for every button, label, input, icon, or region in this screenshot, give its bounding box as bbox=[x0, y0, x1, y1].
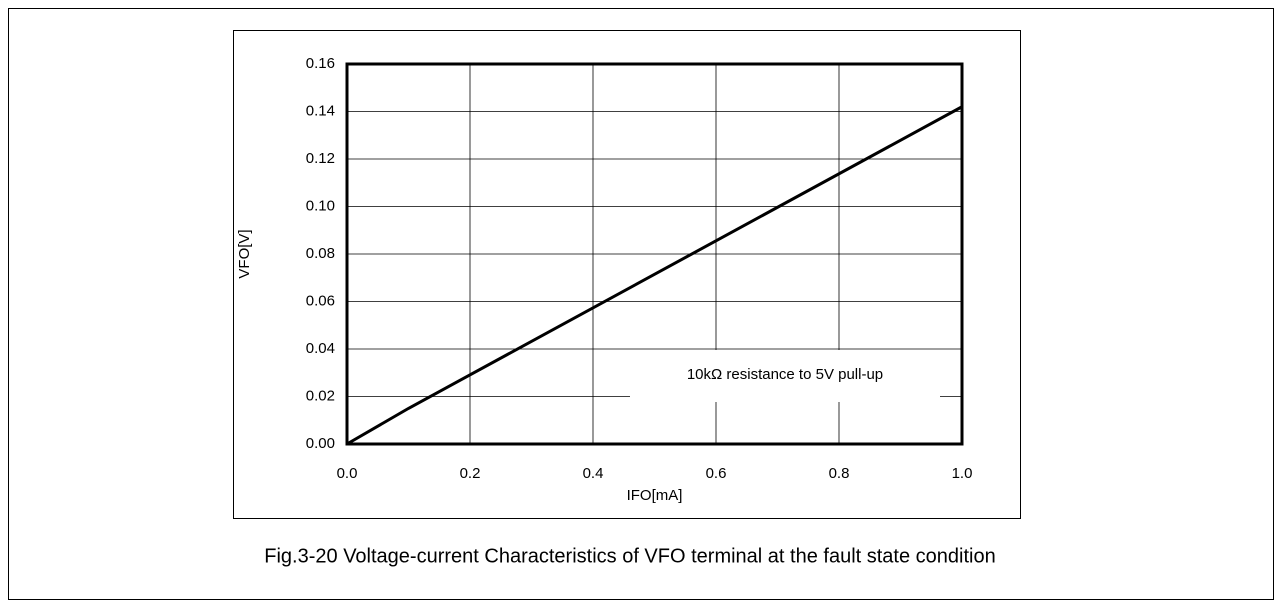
outer-frame bbox=[8, 8, 1274, 600]
y-tick-label: 0.04 bbox=[306, 340, 335, 357]
y-tick-label: 0.02 bbox=[306, 387, 335, 404]
x-axis-label: IFO[mA] bbox=[627, 487, 683, 504]
caption: Fig.3-20 Voltage-current Characteristics… bbox=[264, 545, 995, 567]
y-tick-label: 0.08 bbox=[306, 245, 335, 262]
y-tick-label: 0.14 bbox=[306, 102, 335, 119]
x-tick-label: 1.0 bbox=[952, 465, 973, 482]
y-tick-label: 0.06 bbox=[306, 292, 335, 309]
x-tick-label: 0.4 bbox=[583, 465, 604, 482]
x-tick-label: 0.8 bbox=[829, 465, 850, 482]
x-tick-label: 0.2 bbox=[460, 465, 481, 482]
data-line bbox=[346, 105, 963, 446]
y-axis-label: VFO[V] bbox=[236, 229, 253, 278]
chart-frame bbox=[233, 30, 1021, 519]
y-tick-label: 0.00 bbox=[306, 435, 335, 452]
y-tick-label: 0.16 bbox=[306, 55, 335, 72]
x-tick-label: 0.0 bbox=[337, 465, 358, 482]
y-tick-label: 0.12 bbox=[306, 150, 335, 167]
y-tick-label: 0.10 bbox=[306, 197, 335, 214]
plot-border bbox=[345, 62, 964, 446]
x-tick-label: 0.6 bbox=[706, 465, 727, 482]
annotation-box bbox=[630, 350, 940, 402]
annotation: 10kΩ resistance to 5V pull-up bbox=[687, 366, 883, 383]
